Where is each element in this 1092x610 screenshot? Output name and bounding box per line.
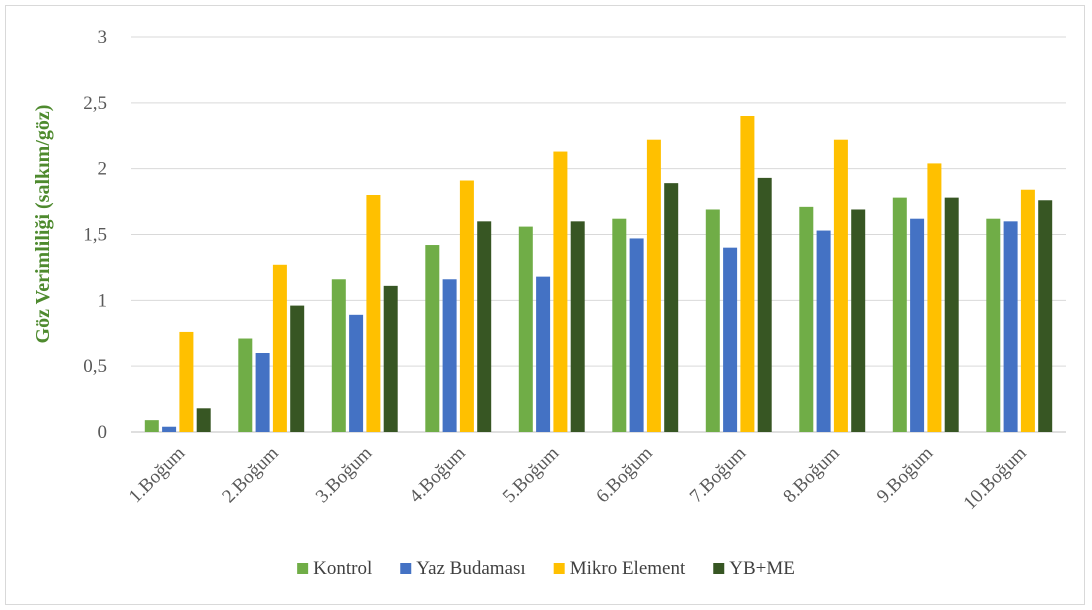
bars [144, 116, 1053, 433]
bar [459, 180, 474, 432]
bar [664, 183, 679, 432]
bar [477, 221, 492, 432]
legend-item: Yaz Budaması [400, 558, 526, 579]
bar [196, 408, 211, 432]
bar [238, 338, 253, 432]
bar [290, 305, 305, 432]
bar [570, 221, 585, 432]
y-axis-label: Göz Verimliliği (salkım/göz) [32, 105, 54, 344]
bar [740, 116, 755, 432]
legend-swatch [400, 563, 412, 574]
legend-item: YB+ME [713, 558, 795, 579]
bar [425, 245, 440, 432]
bar [986, 218, 1001, 432]
x-tick-label: 3.Boğum [312, 443, 377, 508]
bar [349, 314, 364, 432]
bar [536, 276, 551, 432]
x-tick-label: 2.Boğum [218, 443, 283, 508]
x-tick-label: 4.Boğum [405, 443, 470, 508]
bar [833, 139, 848, 432]
bar [892, 197, 907, 432]
y-tick-label: 0 [98, 422, 108, 443]
y-axis-ticks: 0 0,5 1 1,5 2 2,5 3 [83, 27, 107, 443]
bar [816, 230, 831, 432]
bar [1020, 189, 1035, 432]
y-tick-label: 1,5 [83, 225, 107, 246]
bar [331, 279, 346, 432]
bar [723, 247, 738, 432]
x-tick-label: 9.Boğum [873, 443, 938, 508]
bar [366, 195, 381, 432]
y-tick-label: 2 [98, 159, 108, 180]
legend-label: Yaz Budaması [416, 558, 525, 579]
bar [144, 420, 159, 432]
bar [705, 209, 720, 432]
legend-label: YB+ME [729, 558, 795, 579]
bar [162, 426, 177, 432]
legend-item: Mikro Element [553, 558, 686, 579]
bar [553, 151, 568, 433]
bar [927, 163, 942, 432]
x-tick-label: 10.Boğum [960, 443, 1031, 514]
y-tick-label: 2,5 [83, 93, 107, 114]
bar [944, 197, 959, 432]
x-tick-label: 8.Boğum [779, 443, 844, 508]
x-tick-label: 5.Boğum [499, 443, 564, 508]
bar [179, 331, 194, 432]
bar [255, 353, 270, 432]
legend-item: Kontrol [297, 558, 372, 579]
chart-svg: 0 0,5 1 1,5 2 2,5 3 1.Boğum 2.Boğum 3.Boğum 4.Boğ… [32, 27, 1066, 579]
bar [851, 209, 866, 432]
legend-swatch [297, 563, 309, 574]
x-tick-label: 1.Boğum [125, 443, 190, 508]
bar [383, 285, 398, 432]
legend-swatch [713, 563, 725, 574]
bar [646, 139, 661, 432]
bar [518, 226, 533, 432]
x-axis-ticks: 1.Boğum 2.Boğum 3.Boğum 4.Boğum 5.Boğum 6.Boğ… [125, 443, 1031, 514]
bar [272, 264, 287, 432]
bar [612, 218, 627, 432]
y-tick-label: 3 [98, 27, 108, 48]
legend-swatch [553, 563, 565, 574]
bar [799, 206, 814, 432]
chart-frame: 0 0,5 1 1,5 2 2,5 3 1.Boğum 2.Boğum 3.Boğum 4.Boğ… [5, 5, 1085, 605]
legend-label: Kontrol [313, 558, 372, 579]
bar [1003, 221, 1018, 432]
gridlines [131, 36, 1066, 433]
x-tick-label: 6.Boğum [592, 443, 657, 508]
legend: Kontrol Yaz Budaması Mikro Element YB+ME [297, 558, 795, 579]
y-tick-label: 0,5 [83, 356, 107, 377]
bar [629, 238, 644, 432]
legend-label: Mikro Element [570, 558, 686, 579]
y-tick-label: 1 [98, 290, 108, 311]
bar [910, 218, 925, 432]
bar [757, 177, 772, 432]
bar [1038, 200, 1053, 432]
bar [442, 279, 457, 432]
x-tick-label: 7.Boğum [686, 443, 751, 508]
